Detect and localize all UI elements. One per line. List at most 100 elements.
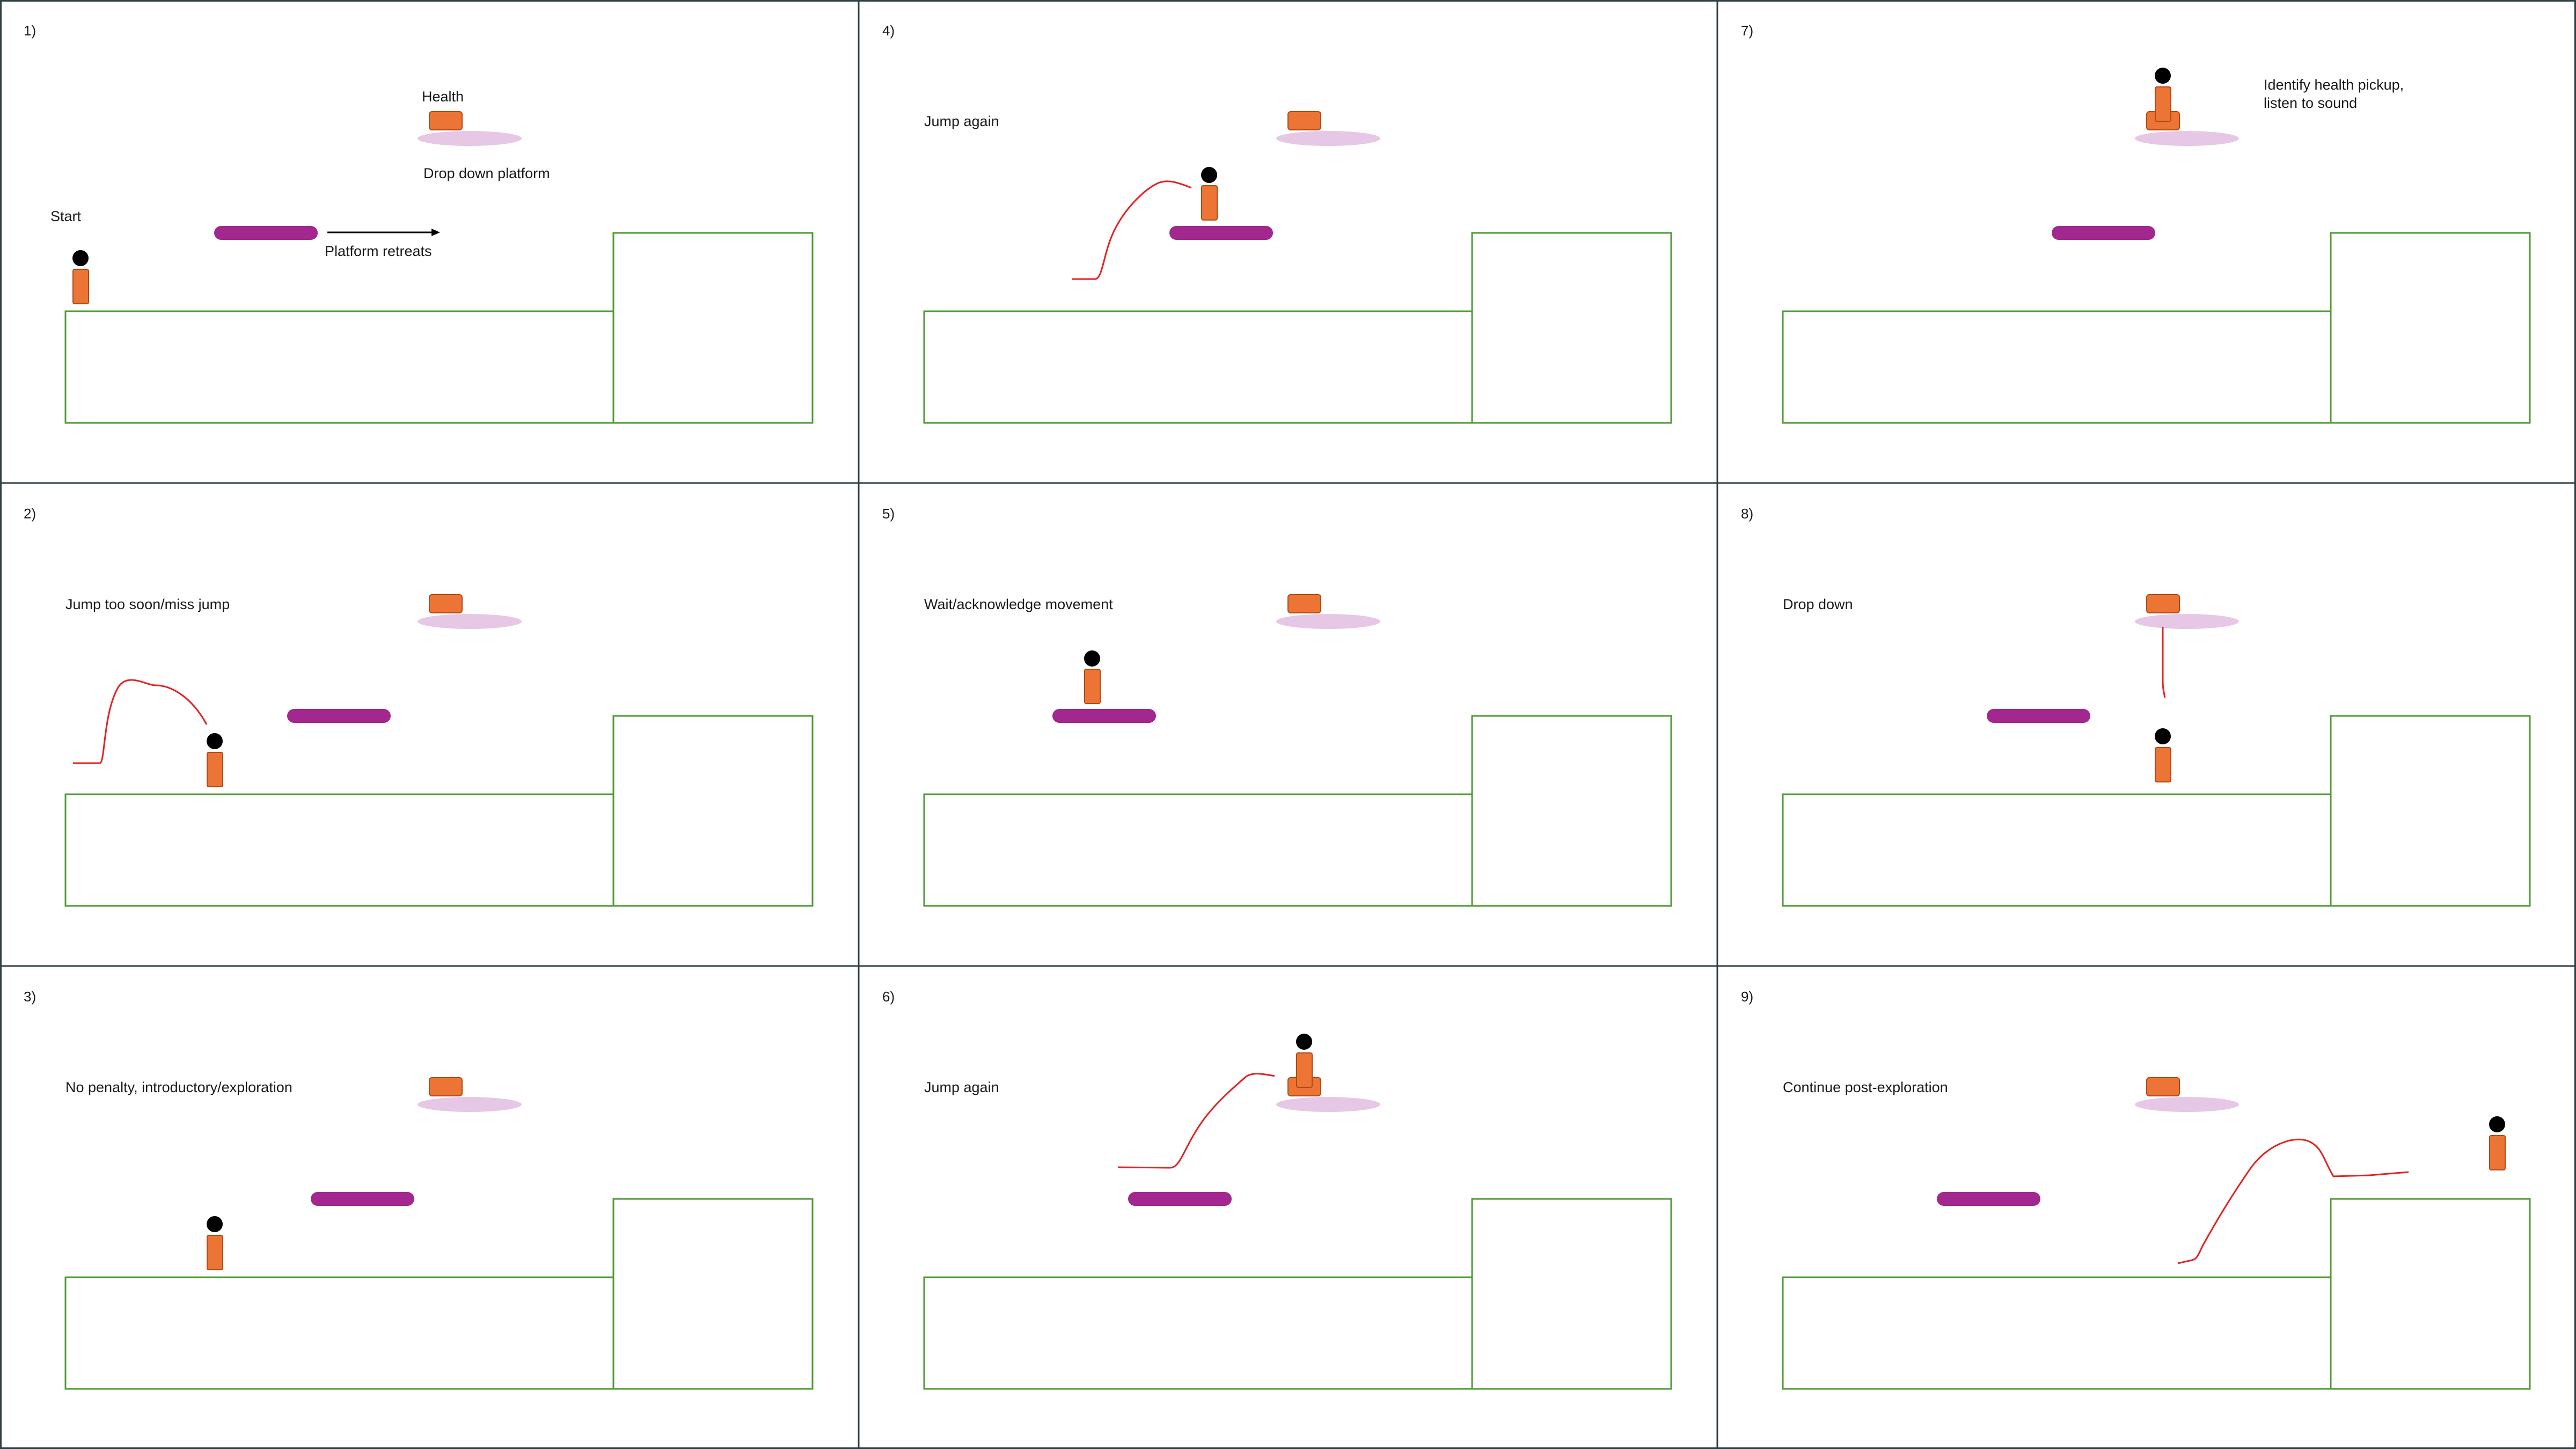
panel-8: 8) Drop down — [1741, 506, 2531, 907]
drop-down-platform — [1276, 614, 1380, 629]
player-head — [207, 733, 223, 749]
player-head — [1201, 167, 1217, 183]
start-label: Start — [50, 208, 82, 224]
panel-number: 3) — [24, 989, 36, 1005]
ground-step — [2330, 1198, 2531, 1390]
step-caption: No penalty, introductory/exploration — [65, 1079, 292, 1095]
level-ground — [923, 1198, 1672, 1390]
player-figure — [1201, 167, 1218, 221]
panel-number: 9) — [1741, 989, 1753, 1005]
panel-3: 3) No penalty, introductory/exploration — [24, 989, 814, 1390]
moving-platform — [214, 226, 318, 240]
level-ground — [64, 715, 814, 907]
ground-step — [612, 715, 814, 907]
level-ground — [923, 232, 1672, 424]
ground-step — [1471, 1198, 1672, 1390]
player-body — [1084, 669, 1101, 704]
level-ground — [64, 1198, 814, 1390]
ground-step — [612, 1198, 814, 1390]
step-caption: Jump again — [924, 113, 999, 129]
health-pickup — [429, 1077, 463, 1096]
drop-down-platform — [2135, 1097, 2239, 1112]
health-pickup — [2146, 594, 2180, 613]
panel-number: 2) — [24, 506, 36, 522]
health-pickup — [2146, 1077, 2180, 1096]
ground-step — [2330, 232, 2531, 424]
health-pickup-note: Identify health pickup, — [2264, 77, 2404, 93]
player-figure — [1084, 650, 1101, 704]
player-body — [207, 1235, 223, 1270]
drop-trajectory — [2162, 627, 2166, 698]
jump-trajectory — [1072, 180, 1192, 280]
player-head — [2155, 728, 2171, 744]
player-figure — [2155, 728, 2171, 782]
drop-down-platform — [1276, 131, 1380, 146]
panel-number: 1) — [24, 23, 36, 39]
drop-down-platform — [2135, 614, 2239, 629]
player-figure — [1296, 1034, 1313, 1088]
health-label: Health — [422, 89, 464, 105]
moving-platform — [1169, 226, 1273, 240]
panel-6: 6) Jump again — [882, 989, 1672, 1390]
panel-number: 8) — [1741, 506, 1753, 522]
drop-down-platform — [418, 1097, 522, 1112]
health-pickup — [1287, 111, 1321, 130]
ground-step — [612, 232, 814, 424]
panel-1: 1) Health Drop down platform Start Platf… — [24, 23, 814, 424]
player-body — [2155, 86, 2171, 122]
player-figure — [72, 250, 89, 304]
level-ground — [1782, 1198, 2531, 1390]
moving-platform — [1128, 1192, 1232, 1206]
level-ground — [1782, 715, 2531, 907]
player-body — [72, 269, 89, 304]
player-figure — [207, 733, 223, 787]
moving-platform — [1052, 709, 1156, 723]
panel-number: 7) — [1741, 23, 1753, 39]
player-figure — [2489, 1116, 2506, 1170]
player-head — [72, 250, 89, 266]
panel-number: 4) — [882, 23, 895, 39]
player-head — [1296, 1034, 1312, 1050]
step-caption: Jump again — [924, 1079, 999, 1095]
moving-platform — [1937, 1192, 2040, 1206]
player-body — [1296, 1052, 1313, 1088]
step-caption: Wait/acknowledge movement — [924, 596, 1113, 612]
drop-down-platform — [418, 131, 522, 146]
jump-trajectory — [73, 679, 208, 764]
ground-step — [1471, 715, 1672, 907]
player-head — [2489, 1116, 2505, 1132]
arrow-head-icon — [431, 229, 440, 236]
panel-number: 5) — [882, 506, 895, 522]
ground-step — [2330, 715, 2531, 907]
drop-down-platform-label: Drop down platform — [423, 165, 550, 181]
drop-down-platform — [1276, 1097, 1380, 1112]
jump-trajectory — [1117, 1073, 1275, 1169]
player-body — [207, 752, 223, 787]
level-ground — [923, 715, 1672, 907]
ground-step — [1471, 232, 1672, 424]
listen-to-sound-note: listen to sound — [2264, 95, 2357, 111]
panel-4: 4) Jump again — [882, 23, 1672, 424]
player-body — [2155, 747, 2171, 782]
moving-platform — [1987, 709, 2090, 723]
panel-5: 5) Wait/acknowledge movement — [882, 506, 1672, 907]
step-caption: Drop down — [1783, 596, 1853, 612]
step-caption: Jump too soon/miss jump — [65, 596, 230, 612]
health-pickup — [429, 594, 463, 613]
player-head — [2155, 68, 2171, 84]
step-caption: Continue post-exploration — [1783, 1079, 1948, 1095]
panel-number: 6) — [882, 989, 895, 1005]
level-ground — [1782, 232, 2531, 424]
platform-retreats-label: Platform retreats — [325, 243, 432, 259]
panel-9: 9) Continue post-exploration — [1741, 989, 2531, 1390]
moving-platform — [311, 1192, 414, 1206]
player-head — [1084, 650, 1100, 667]
panel-2: 2) Jump too soon/miss jump — [24, 506, 814, 907]
player-body — [2489, 1135, 2506, 1170]
health-pickup — [429, 111, 463, 130]
level-ground — [64, 232, 814, 424]
moving-platform — [287, 709, 391, 723]
